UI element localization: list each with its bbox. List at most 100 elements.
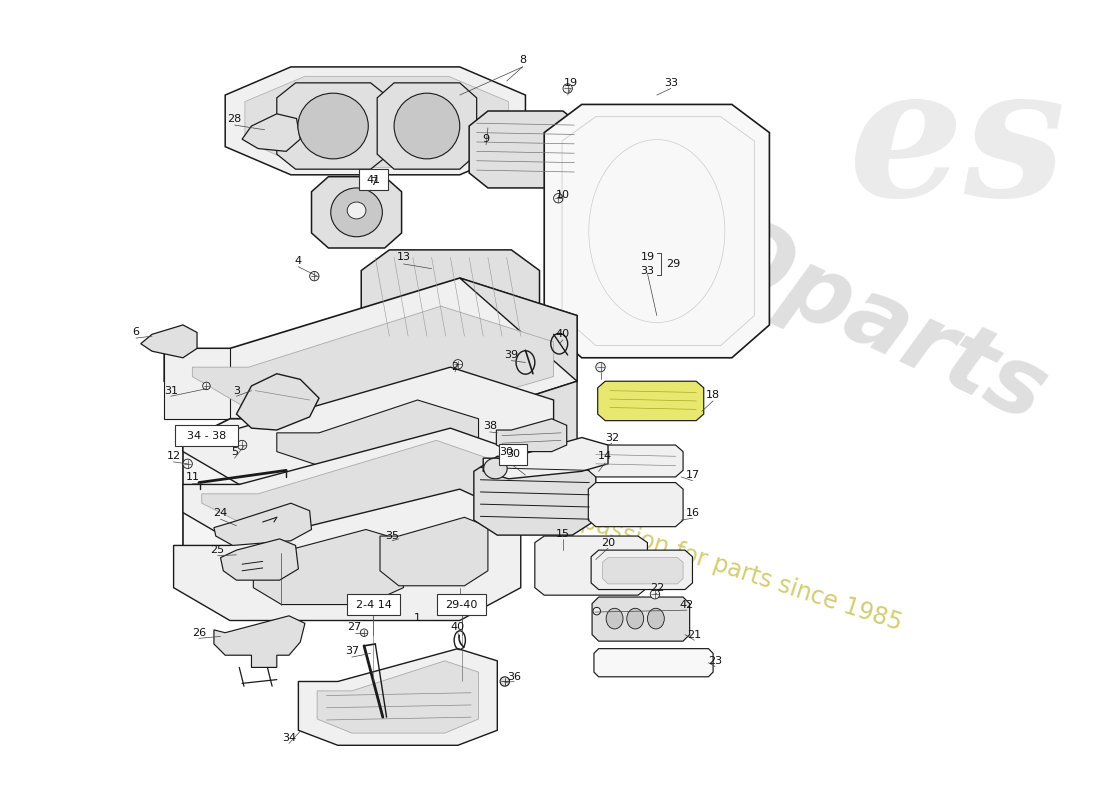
Polygon shape bbox=[588, 482, 683, 526]
Text: 8: 8 bbox=[519, 55, 526, 66]
Text: 2: 2 bbox=[451, 362, 459, 372]
Text: 5: 5 bbox=[231, 446, 238, 457]
Polygon shape bbox=[311, 177, 402, 248]
Polygon shape bbox=[213, 503, 311, 546]
Ellipse shape bbox=[238, 440, 246, 450]
Text: 18: 18 bbox=[706, 390, 721, 400]
Ellipse shape bbox=[606, 608, 623, 629]
Text: 38: 38 bbox=[483, 422, 497, 431]
Text: 29-40: 29-40 bbox=[446, 599, 477, 610]
Text: 39: 39 bbox=[504, 350, 518, 360]
Ellipse shape bbox=[553, 194, 563, 203]
Text: 33: 33 bbox=[664, 78, 678, 88]
Text: 40: 40 bbox=[556, 330, 570, 339]
Polygon shape bbox=[377, 83, 476, 169]
Ellipse shape bbox=[183, 459, 192, 469]
Ellipse shape bbox=[563, 84, 572, 93]
Text: a passion for parts since 1985: a passion for parts since 1985 bbox=[559, 502, 905, 635]
Text: 19: 19 bbox=[563, 78, 578, 88]
Text: 19: 19 bbox=[640, 252, 654, 262]
Polygon shape bbox=[474, 456, 596, 535]
Polygon shape bbox=[594, 649, 713, 677]
Polygon shape bbox=[183, 428, 544, 546]
Text: es: es bbox=[849, 58, 1065, 235]
Text: 37: 37 bbox=[344, 646, 359, 657]
Ellipse shape bbox=[202, 382, 210, 390]
Ellipse shape bbox=[298, 93, 368, 159]
Text: 7: 7 bbox=[370, 178, 377, 187]
Ellipse shape bbox=[348, 202, 366, 219]
Text: 29: 29 bbox=[667, 259, 681, 269]
Text: 24: 24 bbox=[213, 507, 228, 518]
Text: 2-4 14: 2-4 14 bbox=[355, 599, 392, 610]
Text: 23: 23 bbox=[708, 656, 722, 666]
Text: 21: 21 bbox=[688, 630, 702, 639]
Polygon shape bbox=[298, 649, 497, 746]
Text: 13: 13 bbox=[396, 252, 410, 262]
Ellipse shape bbox=[394, 93, 460, 159]
Text: 17: 17 bbox=[685, 470, 700, 480]
Text: 14: 14 bbox=[598, 451, 613, 462]
Polygon shape bbox=[174, 489, 520, 621]
Polygon shape bbox=[226, 67, 526, 175]
Polygon shape bbox=[591, 550, 693, 590]
Ellipse shape bbox=[309, 271, 319, 281]
Text: 10: 10 bbox=[556, 190, 570, 201]
Polygon shape bbox=[253, 530, 404, 605]
Polygon shape bbox=[236, 374, 319, 430]
Polygon shape bbox=[220, 539, 298, 580]
FancyBboxPatch shape bbox=[499, 444, 527, 465]
Text: eurOparts: eurOparts bbox=[535, 132, 1060, 442]
Ellipse shape bbox=[331, 188, 383, 237]
Text: 6: 6 bbox=[133, 327, 140, 338]
Polygon shape bbox=[361, 250, 539, 344]
FancyBboxPatch shape bbox=[346, 594, 400, 615]
Text: 4: 4 bbox=[295, 256, 301, 266]
Text: 30: 30 bbox=[506, 450, 520, 459]
Text: 34: 34 bbox=[282, 733, 296, 742]
Polygon shape bbox=[141, 325, 197, 358]
Text: 35: 35 bbox=[385, 531, 399, 541]
Polygon shape bbox=[242, 114, 300, 151]
Text: 22: 22 bbox=[650, 582, 664, 593]
Ellipse shape bbox=[484, 458, 507, 479]
Polygon shape bbox=[192, 306, 553, 410]
Ellipse shape bbox=[650, 590, 660, 599]
FancyBboxPatch shape bbox=[360, 169, 387, 190]
Ellipse shape bbox=[500, 677, 509, 686]
Ellipse shape bbox=[596, 362, 605, 372]
Text: 9: 9 bbox=[483, 134, 490, 144]
Polygon shape bbox=[496, 418, 566, 452]
Polygon shape bbox=[535, 536, 648, 595]
Text: 27: 27 bbox=[348, 622, 362, 632]
Polygon shape bbox=[460, 278, 578, 546]
Polygon shape bbox=[544, 105, 769, 358]
Text: 1: 1 bbox=[414, 613, 421, 622]
Text: 34 - 38: 34 - 38 bbox=[187, 430, 227, 441]
FancyBboxPatch shape bbox=[175, 426, 238, 446]
Text: 28: 28 bbox=[228, 114, 242, 123]
Polygon shape bbox=[183, 367, 553, 485]
Polygon shape bbox=[469, 111, 582, 188]
Text: 30: 30 bbox=[499, 446, 514, 457]
Text: 36: 36 bbox=[507, 672, 521, 682]
Text: 16: 16 bbox=[685, 507, 700, 518]
Text: 12: 12 bbox=[166, 451, 180, 462]
Polygon shape bbox=[213, 616, 305, 667]
Text: 42: 42 bbox=[680, 599, 694, 610]
Ellipse shape bbox=[627, 608, 644, 629]
Polygon shape bbox=[201, 440, 526, 531]
Text: 40: 40 bbox=[451, 622, 465, 632]
Text: 32: 32 bbox=[605, 433, 619, 442]
Ellipse shape bbox=[361, 629, 367, 637]
Polygon shape bbox=[277, 83, 389, 169]
Text: 15: 15 bbox=[556, 529, 570, 539]
Ellipse shape bbox=[593, 607, 601, 615]
Polygon shape bbox=[183, 418, 507, 569]
Text: 25: 25 bbox=[210, 545, 224, 555]
Text: 11: 11 bbox=[186, 472, 199, 482]
Ellipse shape bbox=[648, 608, 664, 629]
Ellipse shape bbox=[453, 360, 463, 369]
Text: 3: 3 bbox=[233, 386, 240, 396]
Polygon shape bbox=[597, 382, 704, 421]
